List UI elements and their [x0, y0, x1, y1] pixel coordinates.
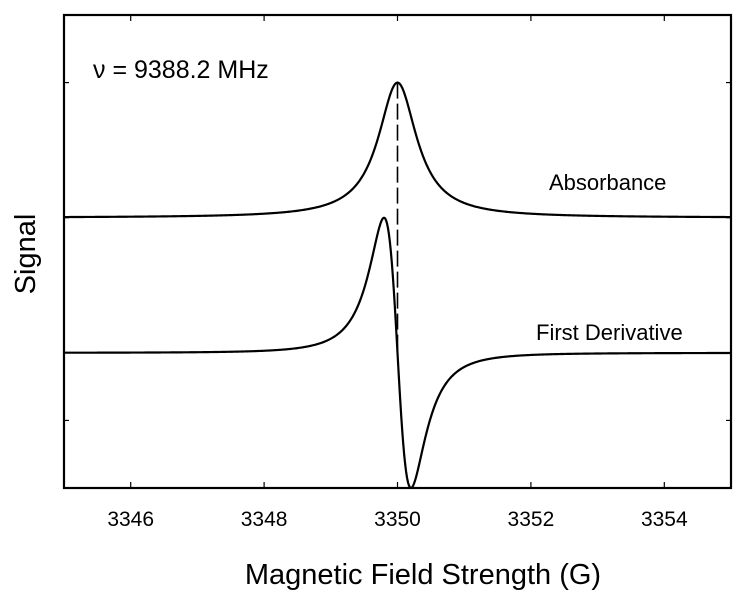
x-tick-label: 3348	[241, 508, 288, 531]
series-layer	[63, 81, 732, 490]
x-axis-ticks: 3346 3348 3350 3352 3354	[107, 15, 688, 531]
first-derivative-curve	[63, 216, 732, 490]
x-tick-label: 3350	[374, 508, 421, 531]
absorbance-label: Absorbance	[549, 170, 666, 195]
x-tick-label: 3352	[508, 508, 555, 531]
x-tick-label: 3354	[641, 508, 688, 531]
x-tick-label: 3346	[107, 508, 154, 531]
y-axis-title: Signal	[10, 214, 42, 295]
frequency-annotation: ν = 9388.2 MHz	[93, 56, 269, 84]
x-axis-title: Magnetic Field Strength (G)	[245, 559, 601, 591]
first-derivative-label: First Derivative	[536, 320, 683, 345]
absorbance-curve	[63, 81, 732, 219]
